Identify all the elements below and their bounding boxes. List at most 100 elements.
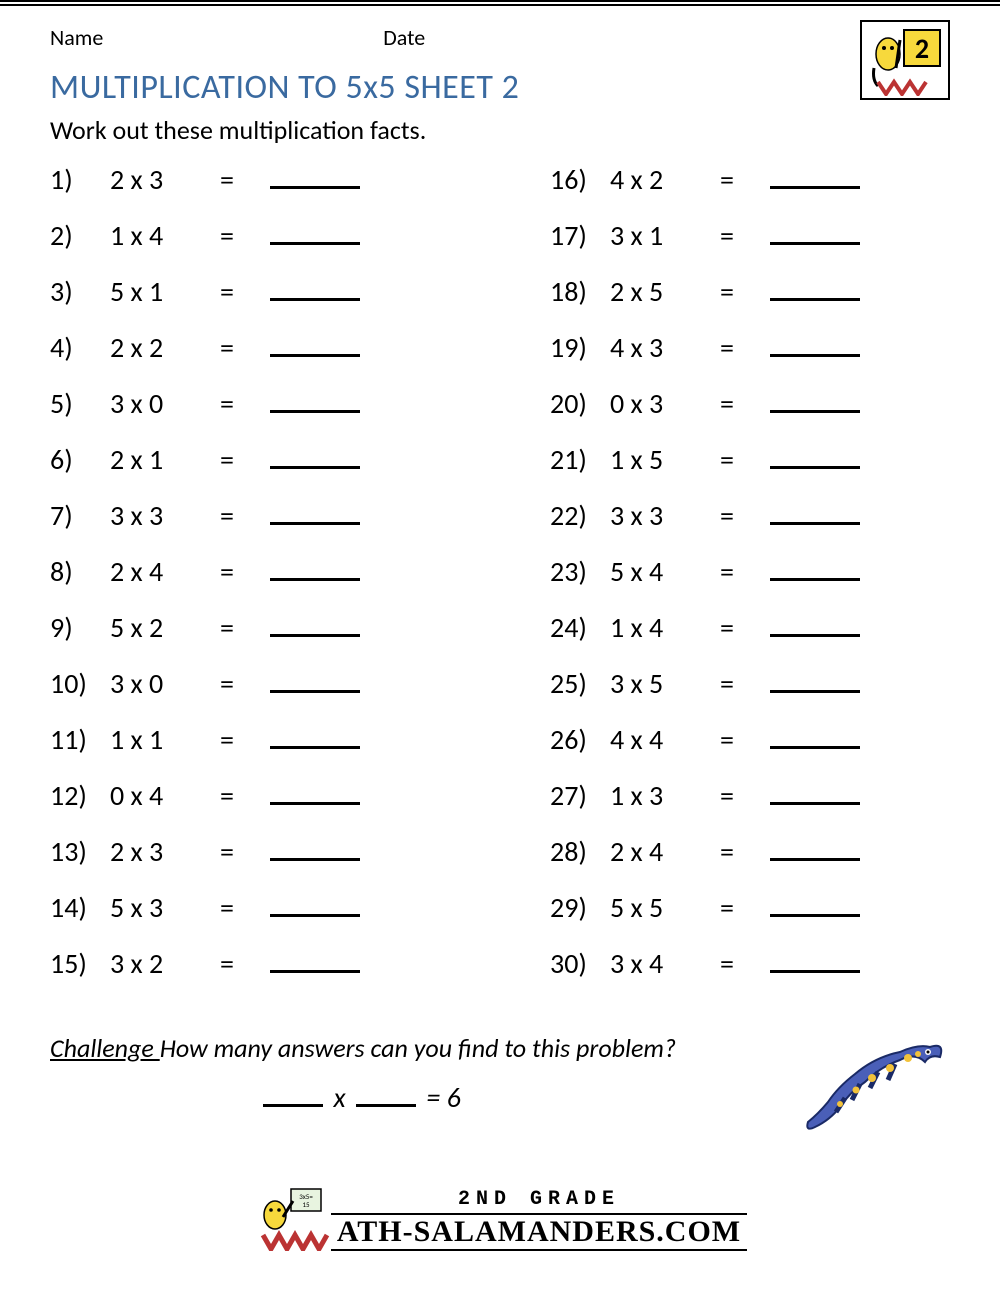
answer-blank[interactable] <box>270 281 360 301</box>
answer-blank[interactable] <box>270 841 360 861</box>
problem-row: 8)2 x 4= <box>50 558 480 614</box>
problem-row: 30)3 x 4= <box>550 950 980 1006</box>
problem-number: 26) <box>550 726 610 754</box>
problem-number: 16) <box>550 166 610 194</box>
answer-blank[interactable] <box>770 505 860 525</box>
equals-sign: = <box>720 670 770 698</box>
answer-blank[interactable] <box>770 393 860 413</box>
equals-sign: = <box>720 894 770 922</box>
footer-site-text: ATH-SALAMANDERS.COM <box>331 1213 747 1251</box>
problem-number: 1) <box>50 166 110 194</box>
problem-expression: 4 x 4 <box>610 726 720 754</box>
answer-blank[interactable] <box>770 897 860 917</box>
answer-blank[interactable] <box>770 449 860 469</box>
answer-blank[interactable] <box>270 505 360 525</box>
answer-blank[interactable] <box>270 729 360 749</box>
worksheet-title: MULTIPLICATION TO 5x5 SHEET 2 <box>50 67 950 108</box>
equals-sign: = <box>720 950 770 978</box>
challenge-eq-result: = 6 <box>426 1080 460 1115</box>
problem-expression: 2 x 3 <box>110 838 220 866</box>
answer-blank[interactable] <box>270 953 360 973</box>
answer-blank[interactable] <box>270 617 360 637</box>
problem-expression: 4 x 2 <box>610 166 720 194</box>
problem-expression: 2 x 3 <box>110 166 220 194</box>
problem-expression: 5 x 5 <box>610 894 720 922</box>
equals-sign: = <box>220 334 270 362</box>
problem-number: 2) <box>50 222 110 250</box>
challenge-equation: x = 6 <box>50 1080 790 1115</box>
answer-blank[interactable] <box>270 393 360 413</box>
problem-expression: 5 x 1 <box>110 278 220 306</box>
equals-sign: = <box>220 950 270 978</box>
equals-sign: = <box>720 502 770 530</box>
problem-row: 7)3 x 3= <box>50 502 480 558</box>
answer-blank[interactable] <box>770 617 860 637</box>
equals-sign: = <box>220 278 270 306</box>
problem-row: 11)1 x 1= <box>50 726 480 782</box>
problem-expression: 3 x 3 <box>610 502 720 530</box>
equals-sign: = <box>720 558 770 586</box>
problem-expression: 5 x 4 <box>610 558 720 586</box>
problem-expression: 3 x 4 <box>610 950 720 978</box>
challenge-label: Challenge <box>50 1032 160 1064</box>
problem-row: 29)5 x 5= <box>550 894 980 950</box>
problem-expression: 3 x 1 <box>610 222 720 250</box>
challenge-text: Challenge How many answers can you find … <box>50 1032 790 1115</box>
problem-expression: 1 x 4 <box>610 614 720 642</box>
answer-blank[interactable] <box>770 225 860 245</box>
equals-sign: = <box>220 726 270 754</box>
answer-blank[interactable] <box>770 841 860 861</box>
problem-expression: 3 x 2 <box>110 950 220 978</box>
problems-left-column: 1)2 x 3=2)1 x 4=3)5 x 1=4)2 x 2=5)3 x 0=… <box>50 166 480 1006</box>
problem-expression: 2 x 5 <box>610 278 720 306</box>
answer-blank[interactable] <box>770 785 860 805</box>
equals-sign: = <box>220 166 270 194</box>
problem-row: 16)4 x 2= <box>550 166 980 222</box>
grade-number: 2 <box>915 31 929 66</box>
problem-number: 7) <box>50 502 110 530</box>
answer-blank[interactable] <box>270 561 360 581</box>
answer-blank[interactable] <box>270 337 360 357</box>
equals-sign: = <box>720 278 770 306</box>
answer-blank[interactable] <box>270 785 360 805</box>
problem-row: 2)1 x 4= <box>50 222 480 278</box>
equals-sign: = <box>720 782 770 810</box>
answer-blank[interactable] <box>770 337 860 357</box>
problems-grid: 1)2 x 3=2)1 x 4=3)5 x 1=4)2 x 2=5)3 x 0=… <box>50 166 950 1006</box>
answer-blank[interactable] <box>770 729 860 749</box>
footer: 3x5= 15 2ND GRADE ATH-SALAMANDERS.COM <box>50 1187 950 1256</box>
footer-grade-text: 2ND GRADE <box>331 1188 747 1211</box>
equals-sign: = <box>720 446 770 474</box>
problem-expression: 1 x 3 <box>610 782 720 810</box>
equals-sign: = <box>720 838 770 866</box>
answer-blank[interactable] <box>270 673 360 693</box>
answer-blank[interactable] <box>770 673 860 693</box>
answer-blank[interactable] <box>270 169 360 189</box>
answer-blank[interactable] <box>270 897 360 917</box>
answer-blank[interactable] <box>770 561 860 581</box>
problem-row: 28)2 x 4= <box>550 838 980 894</box>
problem-row: 18)2 x 5= <box>550 278 980 334</box>
answer-blank[interactable] <box>770 281 860 301</box>
equals-sign: = <box>220 782 270 810</box>
problem-row: 10)3 x 0= <box>50 670 480 726</box>
problem-number: 15) <box>50 950 110 978</box>
answer-blank[interactable] <box>270 449 360 469</box>
problem-expression: 2 x 4 <box>110 558 220 586</box>
problem-row: 25)3 x 5= <box>550 670 980 726</box>
challenge-blank-2[interactable] <box>356 1089 416 1107</box>
problem-expression: 2 x 2 <box>110 334 220 362</box>
answer-blank[interactable] <box>270 225 360 245</box>
problem-number: 21) <box>550 446 610 474</box>
challenge-blank-1[interactable] <box>263 1089 323 1107</box>
problem-number: 28) <box>550 838 610 866</box>
answer-blank[interactable] <box>770 169 860 189</box>
problem-number: 3) <box>50 278 110 306</box>
equals-sign: = <box>220 614 270 642</box>
answer-blank[interactable] <box>770 953 860 973</box>
problem-row: 19)4 x 3= <box>550 334 980 390</box>
problem-expression: 1 x 4 <box>110 222 220 250</box>
problem-row: 15)3 x 2= <box>50 950 480 1006</box>
problems-right-column: 16)4 x 2=17)3 x 1=18)2 x 5=19)4 x 3=20)0… <box>550 166 980 1006</box>
problem-number: 23) <box>550 558 610 586</box>
